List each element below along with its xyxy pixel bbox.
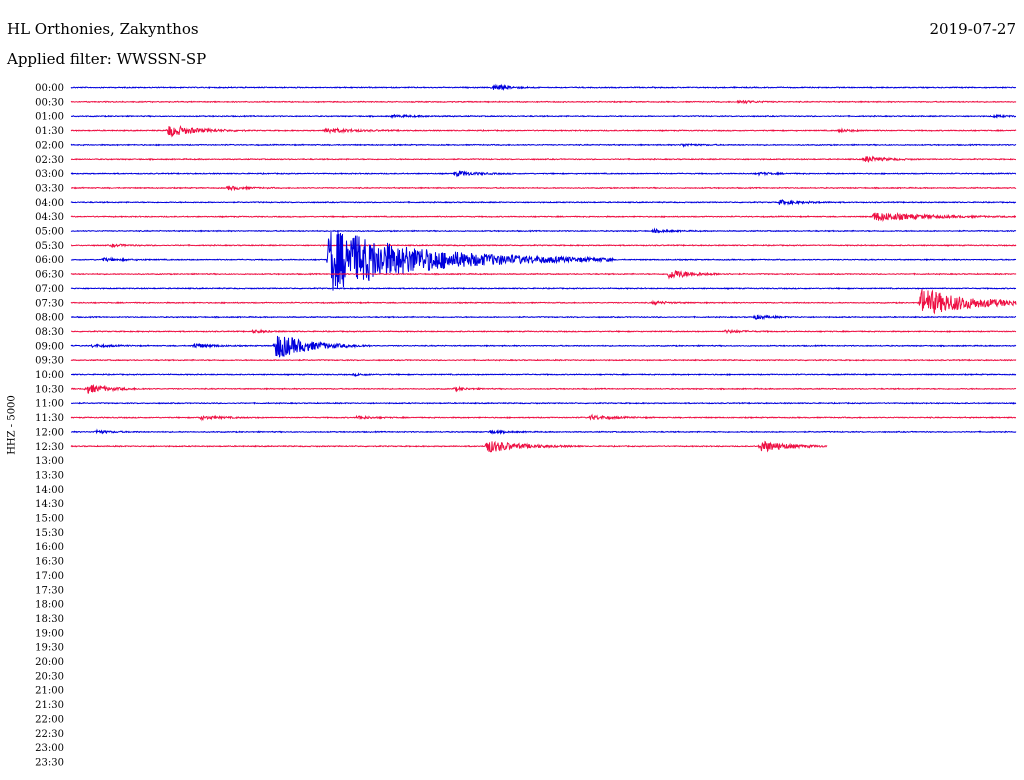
trace-row	[70, 328, 1017, 335]
row-tick-label: 09:30	[35, 356, 64, 367]
row-tick-label: 03:00	[35, 169, 64, 180]
row-tick-label: 10:00	[35, 370, 64, 381]
row-tick-label: 04:00	[35, 198, 64, 209]
row-tick-label: 14:00	[35, 485, 64, 496]
row-tick-label: 18:00	[35, 600, 64, 611]
row-tick-label: 07:30	[35, 298, 64, 309]
trace-row	[70, 314, 1017, 321]
trace-row	[70, 125, 1017, 138]
row-tick-label: 12:00	[35, 427, 64, 438]
row-tick-label: 21:30	[35, 700, 64, 711]
trace-row	[70, 440, 828, 453]
row-tick-label: 12:30	[35, 442, 64, 453]
row-tick-label: 13:00	[35, 456, 64, 467]
trace-row	[70, 428, 1017, 436]
row-tick-label: 16:00	[35, 542, 64, 553]
row-tick-label: 18:30	[35, 614, 64, 625]
trace-row	[70, 170, 1017, 178]
row-tick-label: 05:30	[35, 241, 64, 252]
row-tick-label: 20:30	[35, 671, 64, 682]
row-tick-label: 08:30	[35, 327, 64, 338]
row-tick-label: 01:00	[35, 112, 64, 123]
row-tick-label: 20:00	[35, 657, 64, 668]
row-tick-label: 13:30	[35, 470, 64, 481]
row-tick-label: 23:30	[35, 757, 64, 768]
row-tick-label: 05:00	[35, 227, 64, 238]
trace-row	[70, 335, 1017, 358]
trace-row	[70, 289, 1017, 315]
trace-row	[70, 83, 1017, 92]
row-tick-label: 17:30	[35, 585, 64, 596]
row-tick-label: 22:30	[35, 729, 64, 740]
trace-row	[70, 243, 1017, 249]
trace-row	[70, 401, 1017, 405]
trace-row	[70, 185, 1017, 192]
row-tick-label: 07:00	[35, 284, 64, 295]
trace-row	[70, 212, 1017, 223]
row-tick-label: 15:00	[35, 514, 64, 525]
row-tick-label: 22:00	[35, 714, 64, 725]
row-tick-label: 09:00	[35, 341, 64, 352]
row-tick-label: 23:00	[35, 743, 64, 754]
trace-row	[70, 230, 1017, 291]
row-tick-label: 06:30	[35, 270, 64, 281]
row-tick-label: 08:00	[35, 313, 64, 324]
trace-row	[70, 413, 1017, 422]
trace-row	[70, 155, 1017, 163]
trace-row	[70, 286, 1017, 290]
row-tick-label: 14:30	[35, 499, 64, 510]
row-tick-label: 02:00	[35, 140, 64, 151]
station-title: HL Orthonies, Zakynthos	[7, 20, 199, 38]
row-tick-label: 16:30	[35, 557, 64, 568]
row-tick-label: 21:00	[35, 686, 64, 697]
row-tick-label: 00:30	[35, 97, 64, 108]
row-tick-label: 15:30	[35, 528, 64, 539]
trace-row	[70, 142, 1017, 148]
row-tick-label: 11:00	[35, 399, 64, 410]
trace-row	[70, 372, 1017, 378]
date-label: 2019-07-27	[929, 20, 1016, 38]
trace-row	[70, 270, 1017, 280]
trace-row	[70, 99, 1017, 105]
row-tick-label: 06:00	[35, 255, 64, 266]
row-tick-label: 19:30	[35, 643, 64, 654]
row-tick-label: 03:30	[35, 183, 64, 194]
trace-row	[70, 199, 1017, 206]
trace-row	[70, 227, 1017, 234]
filter-label: Applied filter: WWSSN-SP	[7, 50, 207, 68]
row-tick-label: 17:00	[35, 571, 64, 582]
trace-row	[70, 113, 1016, 120]
row-tick-label: 10:30	[35, 384, 64, 395]
row-tick-label: 04:30	[35, 212, 64, 223]
row-tick-label: 11:30	[35, 413, 64, 424]
row-tick-label: 19:00	[35, 628, 64, 639]
row-tick-label: 01:30	[35, 126, 64, 137]
trace-row	[70, 383, 1017, 394]
trace-row	[70, 358, 1017, 362]
row-tick-label: 02:30	[35, 155, 64, 166]
row-tick-label: 00:00	[35, 83, 64, 94]
